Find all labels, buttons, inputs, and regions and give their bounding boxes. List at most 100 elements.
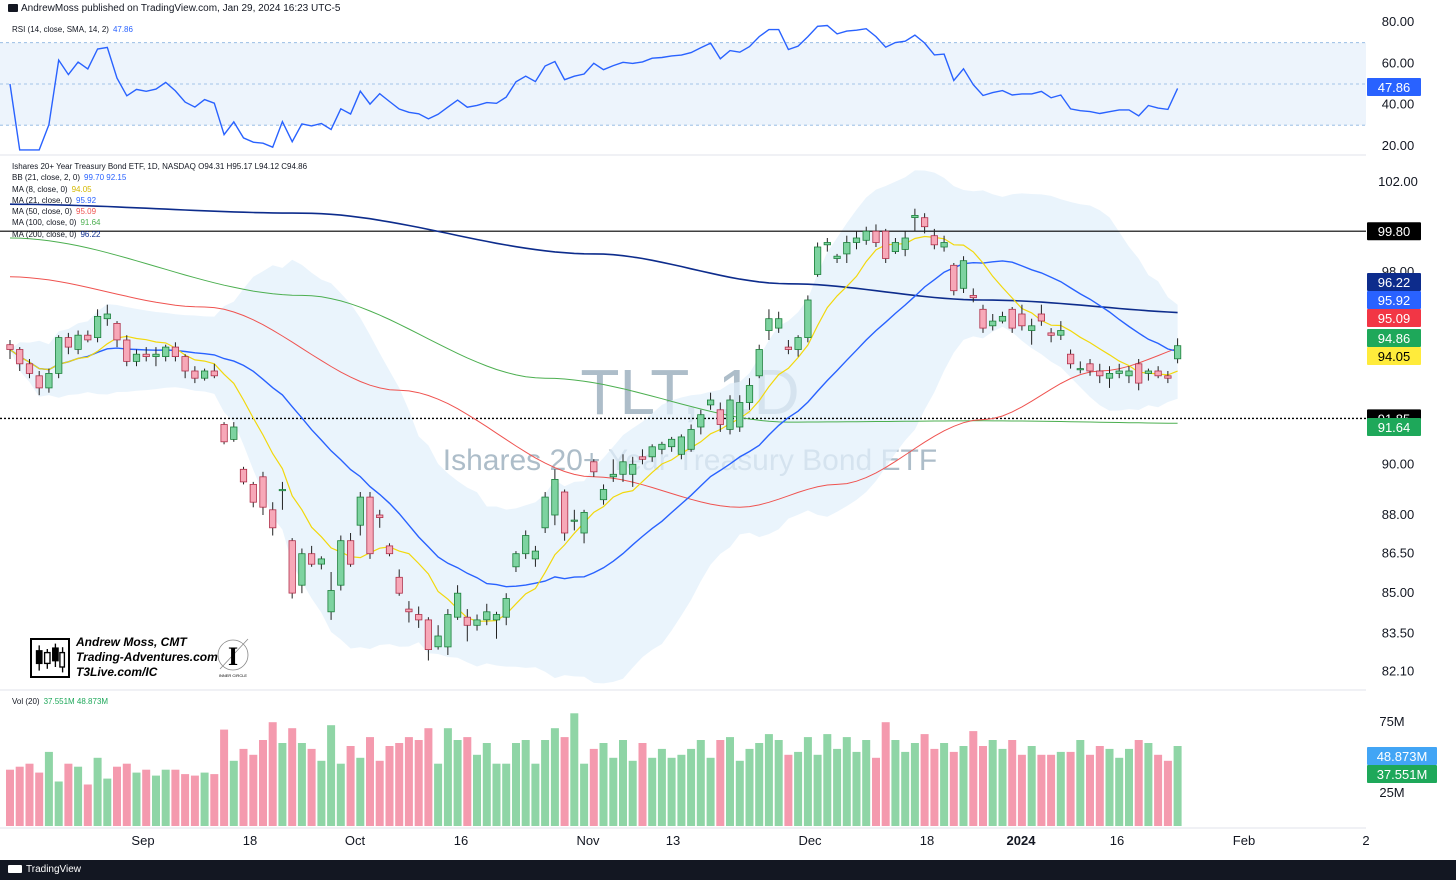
rsi-legend-label: RSI (14, close, SMA, 14, 2) <box>12 25 109 34</box>
candle-body <box>794 337 802 350</box>
volume-bar <box>959 746 968 826</box>
time-tick: Feb <box>1233 833 1255 848</box>
candle-body <box>405 608 413 613</box>
price-tick: 90.00 <box>1382 456 1415 471</box>
candle-body <box>1174 345 1182 360</box>
candle-body <box>249 483 257 503</box>
volume-bar <box>366 737 374 826</box>
volume-bar <box>288 728 297 826</box>
candle-body <box>142 353 150 358</box>
volume-bar <box>1173 746 1182 826</box>
volume-bar <box>492 763 501 826</box>
legend-bb-row: BB (21, close, 2, 0) 99.70 92.15 <box>12 173 127 183</box>
candle-body <box>1115 370 1123 374</box>
volume-legend-label: Vol (20) <box>12 697 40 706</box>
price-axis[interactable]: 102.0098.0090.0088.0086.5085.0083.5082.1… <box>1367 14 1437 800</box>
volume-bar <box>25 763 34 826</box>
price-tag-4: 94.05 <box>1378 349 1411 364</box>
candle-body <box>736 402 744 428</box>
volume-bar <box>570 713 579 826</box>
price-tick: 102.00 <box>1378 174 1418 189</box>
volume-bar <box>512 743 520 826</box>
legend-ma50-row: MA (50, close, 0) 95.09 <box>12 207 97 217</box>
candle-body <box>415 614 423 621</box>
volume-bar <box>1134 740 1143 826</box>
time-tick: Sep <box>131 833 154 848</box>
volume-bar <box>930 748 939 826</box>
candle-body <box>531 550 540 560</box>
candle-body <box>969 294 977 299</box>
price-tag-1-bg <box>1367 291 1421 309</box>
price-tick: 86.50 <box>1382 546 1415 561</box>
volume-bar <box>940 743 949 826</box>
published-header: AndrewMoss published on TradingView.com,… <box>0 0 1456 18</box>
time-tick: 16 <box>1110 833 1124 848</box>
volume-bar <box>1115 757 1124 826</box>
time-tick: Nov <box>576 833 600 848</box>
volume-bar <box>580 763 589 826</box>
rsi-tag: 47.86 <box>1378 80 1411 95</box>
volume-bar <box>93 757 102 826</box>
volume-bar <box>385 746 394 826</box>
candle-body <box>1047 332 1055 336</box>
candle-body <box>463 616 471 626</box>
candle-body <box>852 237 861 243</box>
volume-bar <box>122 763 131 826</box>
candle-body <box>1096 370 1104 377</box>
candle-body <box>512 553 520 568</box>
price-tag-3: 94.86 <box>1378 331 1411 346</box>
volume-bar <box>969 731 978 826</box>
volume-bar <box>706 757 715 826</box>
candle-body <box>1086 363 1094 372</box>
candle-body <box>677 436 686 455</box>
price-tick: 88.00 <box>1382 507 1415 522</box>
candle-body <box>278 489 287 492</box>
candle-body <box>1037 313 1045 322</box>
tlt-chart[interactable]: TLT, 1D Ishares 20+ Year Treasury Bond E… <box>0 0 1456 860</box>
volume-bar <box>1037 754 1046 826</box>
volume-bar <box>541 740 550 826</box>
candle-body <box>16 349 24 365</box>
volume-bar <box>346 746 355 826</box>
candle-body <box>152 353 160 358</box>
candle-body <box>716 409 724 425</box>
legend-ma8-row: MA (8, close, 0) 94.05 <box>12 184 92 194</box>
horizontal-lines <box>0 230 1366 420</box>
time-axis[interactable]: Sep 18 Oct 16 Nov 13 Dec 18 2024 16 Feb 2 <box>131 833 1369 848</box>
candle-body <box>726 399 734 430</box>
volume-bar <box>872 757 880 826</box>
volume-bar <box>453 740 462 826</box>
candle-body <box>784 346 793 350</box>
volume-bar <box>726 737 734 826</box>
volume-bar <box>424 728 433 826</box>
volume-bar <box>200 772 209 826</box>
candle-body <box>541 496 549 529</box>
volume-bar <box>482 743 491 826</box>
candle-body <box>668 438 676 448</box>
price-tag-0: 96.22 <box>1378 275 1411 290</box>
rsi-line <box>9 24 1179 151</box>
volume-bar <box>891 740 900 826</box>
candle-body <box>599 489 608 501</box>
price-tick: 83.50 <box>1382 625 1415 640</box>
volume-bar <box>531 763 540 826</box>
candle-body <box>200 370 209 379</box>
candle-body <box>950 264 958 292</box>
seal-text: INNER CIRCLE <box>219 673 248 678</box>
svg-text:I: I <box>228 642 238 671</box>
rsi-tick: 60.00 <box>1382 55 1415 70</box>
volume-bar <box>823 734 832 826</box>
volume-bar <box>502 763 511 826</box>
legend-ma21-row: MA (21, close, 0) 95.92 <box>12 195 97 205</box>
rsi-tick: 80.00 <box>1382 14 1415 29</box>
volume-bar <box>1105 748 1114 826</box>
volume-bar <box>132 772 141 826</box>
volume-bar <box>755 743 764 826</box>
volume-bar <box>278 743 287 826</box>
hline-tag-0: 99.80 <box>1378 224 1411 239</box>
candle-body <box>707 399 715 406</box>
branding-text: Andrew Moss, CMT Trading-Adventures.com … <box>76 635 218 680</box>
volume-bar <box>317 760 326 826</box>
price-tag-2: 95.09 <box>1378 311 1411 326</box>
volume-bar <box>667 757 676 826</box>
